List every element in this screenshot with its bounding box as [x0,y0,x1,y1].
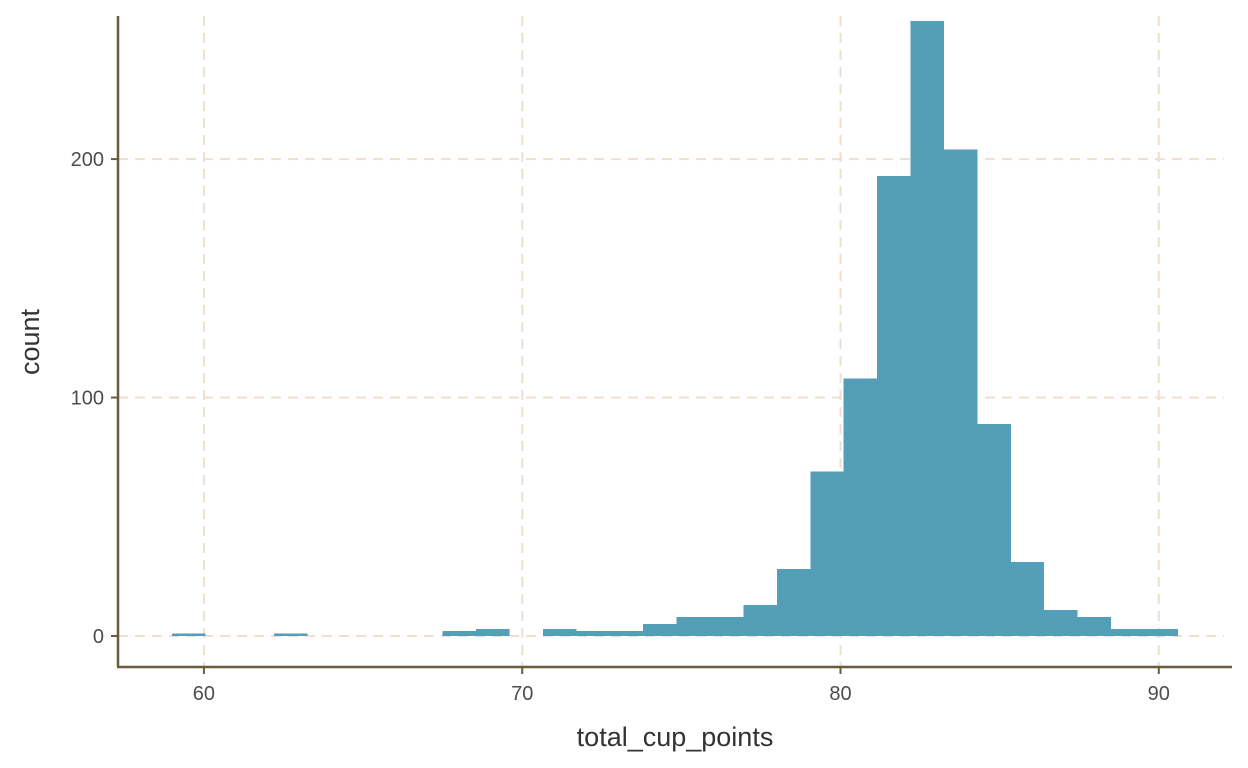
histogram-bar [576,631,610,636]
histogram-bar [273,633,308,636]
histogram-bar [943,149,978,637]
histogram-bar [776,569,811,636]
y-tick-label: 200 [71,149,104,171]
ticks-layer: 60 70 80 90 0 100 200 [71,149,1170,705]
x-tick-label: 80 [829,683,851,705]
y-tick-label: 100 [71,388,104,410]
histogram-bar [476,628,510,636]
histogram-bar [609,631,644,636]
histogram-bar [1044,609,1078,636]
histogram-bar [910,20,944,637]
axes-layer [116,16,1232,669]
x-tick-label: 70 [511,683,533,705]
histogram-bar [710,616,744,636]
x-tick-label: 60 [193,683,215,705]
histogram-bar [877,175,911,636]
grid-layer [118,16,1224,667]
x-axis-title: total_cup_points [577,722,774,752]
x-tick-label: 90 [1148,683,1170,705]
histogram-bar [643,624,677,636]
histogram-bar [542,628,577,636]
histogram-bar [172,633,206,636]
histogram-bar [1144,628,1178,636]
histogram-bar [843,378,878,636]
histogram-bar [977,423,1011,636]
histogram-bar [743,605,777,636]
histogram-bar [442,631,477,636]
histogram-bar [676,616,711,636]
bars-layer [172,20,1178,637]
histogram-bar [1010,562,1045,636]
y-axis-title: count [15,308,45,375]
y-tick-label: 0 [93,626,104,648]
histogram-bar [1077,616,1112,636]
histogram-bar [1111,628,1145,636]
histogram-bar [810,471,844,636]
